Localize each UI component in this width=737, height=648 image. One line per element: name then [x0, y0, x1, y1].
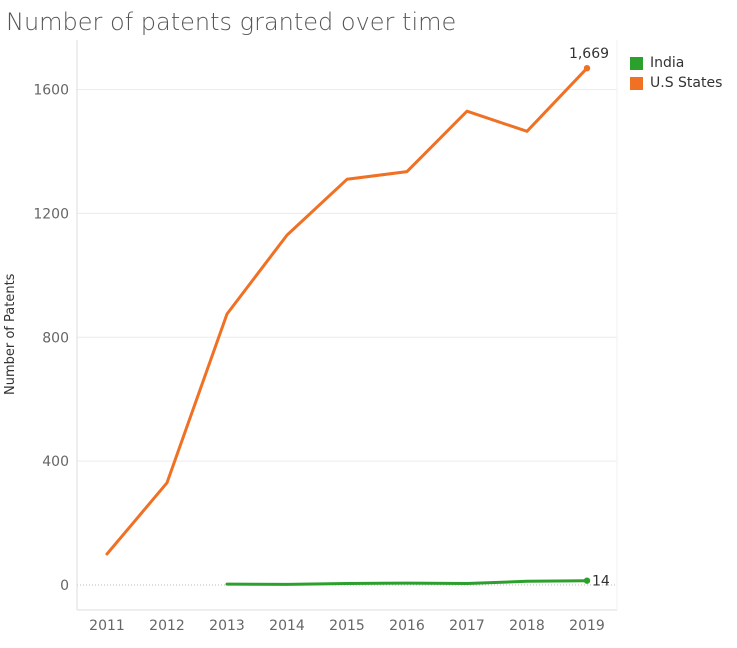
x-tick-label: 2018 [509, 618, 545, 634]
x-tick-label: 2011 [89, 618, 125, 634]
end-point-india [583, 577, 591, 584]
y-tick-label: 0 [60, 578, 69, 594]
x-tick-label: 2012 [149, 618, 185, 634]
legend-swatch-india [630, 56, 643, 70]
x-tick-label: 2019 [569, 618, 605, 634]
end-label-india: 14 [592, 574, 610, 590]
y-tick-label: 800 [42, 330, 69, 346]
x-tick-label: 2015 [329, 618, 365, 634]
legend-item-us-states[interactable]: U.S States [630, 73, 722, 93]
chart-title: Number of patents granted over time [6, 8, 457, 36]
x-tick-label: 2013 [209, 618, 245, 634]
x-tick-label: 2014 [269, 618, 305, 634]
y-tick-label: 1200 [33, 206, 69, 222]
x-tick-label: 2016 [389, 618, 425, 634]
legend: India U.S States [630, 53, 722, 93]
y-tick-label: 400 [42, 454, 69, 470]
legend-item-india[interactable]: India [630, 53, 722, 73]
y-tick-label: 1600 [33, 83, 69, 99]
legend-swatch-us-states [630, 76, 643, 90]
end-point-u-s-states [583, 64, 591, 72]
x-tick-label: 2017 [449, 618, 485, 634]
legend-label-india: India [650, 55, 685, 71]
legend-label-us-states: U.S States [650, 75, 723, 91]
series-line-u-s-states [105, 66, 589, 556]
series-line-india [225, 579, 589, 586]
end-label-u-s-states: 1,669 [569, 46, 609, 62]
